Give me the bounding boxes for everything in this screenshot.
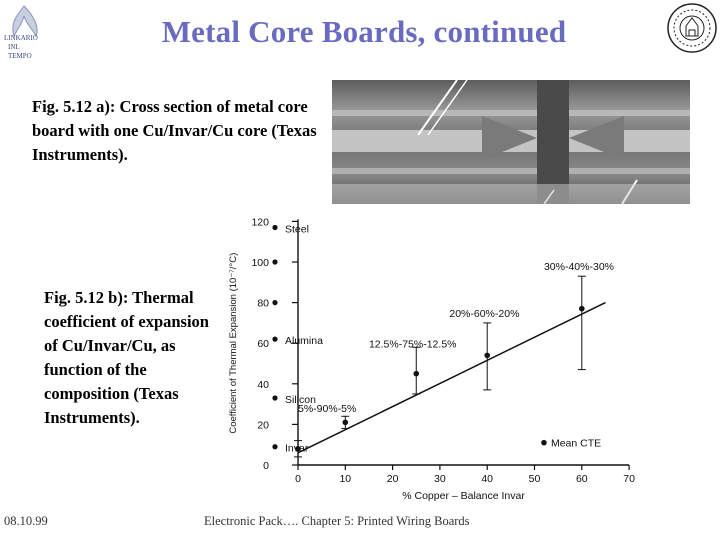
data-point xyxy=(484,352,491,359)
x-axis-label: % Copper – Balance Invar xyxy=(402,490,525,502)
composition-label: 20%-60%-20% xyxy=(449,308,519,320)
y-axis-label: Coefficient of Thermal Expansion (10⁻⁷/°… xyxy=(228,253,239,434)
x-tick-label: 20 xyxy=(387,473,399,485)
university-seal-right xyxy=(667,3,717,53)
fit-line xyxy=(297,301,606,454)
reference-label: Steel xyxy=(285,223,309,235)
composition-label: 12.5%-75%-12.5% xyxy=(369,338,457,350)
x-tick-label: 70 xyxy=(623,473,635,485)
figure-b-caption: Fig. 5.12 b): Thermal coefficient of exp… xyxy=(44,288,209,427)
y-tick-label: 120 xyxy=(251,216,269,228)
logo-text-line1: LINKARIO xyxy=(4,34,38,42)
slide-title: Metal Core Boards, continued xyxy=(161,14,567,49)
data-point xyxy=(342,419,349,426)
x-tick-label: 30 xyxy=(434,473,446,485)
reference-label: Alumina xyxy=(285,335,323,347)
x-tick-label: 10 xyxy=(339,473,351,485)
reference-label: Silicon xyxy=(285,394,316,406)
reference-point xyxy=(272,444,278,450)
footer-date: 08.10.99 xyxy=(4,514,48,528)
y-tick-label: 0 xyxy=(263,460,269,472)
logo-flame-shape xyxy=(12,5,38,38)
legend-label: Mean CTE xyxy=(551,438,601,450)
university-logo-left: LINKARIO INL TEMPO xyxy=(4,5,38,60)
reference-point xyxy=(272,224,278,231)
x-tick-label: 50 xyxy=(529,473,541,485)
x-tick-label: 60 xyxy=(576,473,588,485)
legend-marker xyxy=(541,439,547,446)
y-tick-label: 80 xyxy=(257,298,269,310)
reference-point xyxy=(272,300,278,306)
composition-label: 5%-90%-5% xyxy=(298,403,356,415)
cross-section-photo xyxy=(332,80,690,204)
figure-a-caption: Fig. 5.12 a): Cross section of metal cor… xyxy=(32,97,317,164)
reference-point xyxy=(272,259,278,265)
data-point xyxy=(295,445,301,452)
logo-text-line3: TEMPO xyxy=(8,52,32,60)
reference-point xyxy=(272,395,278,401)
data-point xyxy=(579,305,585,312)
y-tick-label: 60 xyxy=(257,338,269,350)
x-tick-label: 40 xyxy=(481,473,493,485)
reference-point xyxy=(272,336,278,342)
data-point xyxy=(413,370,420,377)
composition-label: 30%-40%-30% xyxy=(544,261,614,273)
cte-chart: 0 20 40 60 80 100 120 0 10 20 30 40 50 60 70 % Copper –… xyxy=(228,216,635,502)
y-tick-label: 100 xyxy=(251,257,269,269)
y-tick-label: 20 xyxy=(257,419,269,431)
x-tick-label: 0 xyxy=(295,473,301,485)
y-tick-label: 40 xyxy=(257,379,269,391)
footer-title: Electronic Pack…. Chapter 5: Printed Wir… xyxy=(204,514,470,528)
logo-text-line2: INL xyxy=(8,43,20,51)
